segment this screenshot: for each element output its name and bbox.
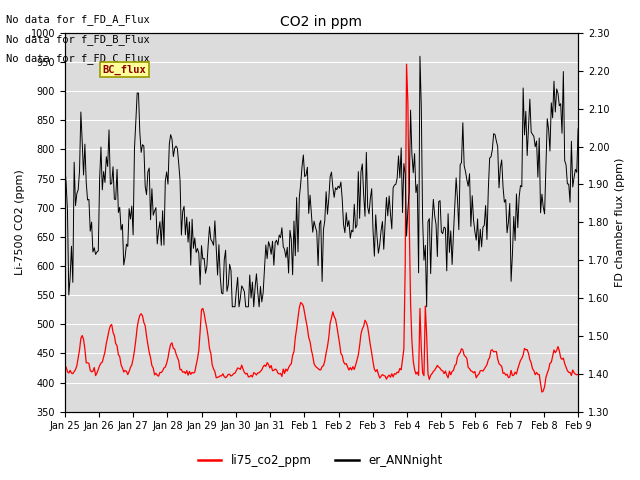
Text: No data for f_FD_B_Flux: No data for f_FD_B_Flux (6, 34, 150, 45)
Text: BC_flux: BC_flux (102, 64, 146, 75)
Legend: li75_co2_ppm, er_ANNnight: li75_co2_ppm, er_ANNnight (193, 449, 447, 472)
Text: No data for f_FD_C_Flux: No data for f_FD_C_Flux (6, 53, 150, 64)
Y-axis label: FD chamber flux (ppm): FD chamber flux (ppm) (615, 157, 625, 287)
Text: No data for f_FD_A_Flux: No data for f_FD_A_Flux (6, 14, 150, 25)
Y-axis label: Li-7500 CO2 (ppm): Li-7500 CO2 (ppm) (15, 169, 25, 275)
Title: CO2 in ppm: CO2 in ppm (280, 15, 362, 29)
